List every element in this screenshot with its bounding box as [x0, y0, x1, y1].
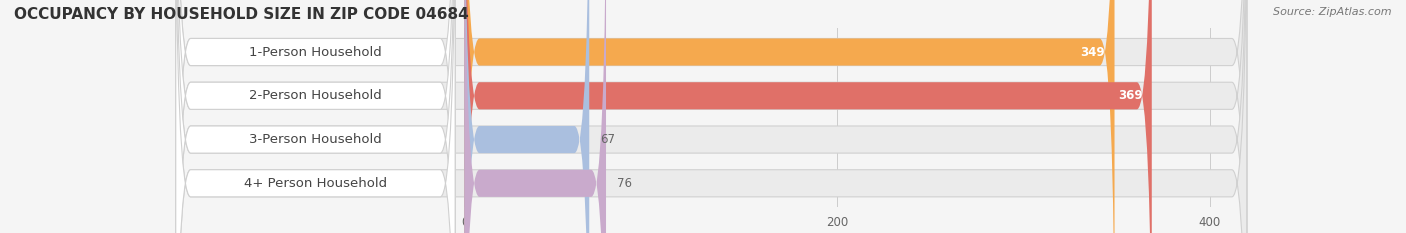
FancyBboxPatch shape	[176, 0, 456, 233]
FancyBboxPatch shape	[464, 0, 1115, 233]
Text: Source: ZipAtlas.com: Source: ZipAtlas.com	[1274, 7, 1392, 17]
Text: 76: 76	[617, 177, 633, 190]
Text: 369: 369	[1118, 89, 1143, 102]
Text: OCCUPANCY BY HOUSEHOLD SIZE IN ZIP CODE 04684: OCCUPANCY BY HOUSEHOLD SIZE IN ZIP CODE …	[14, 7, 468, 22]
FancyBboxPatch shape	[464, 0, 589, 233]
FancyBboxPatch shape	[176, 0, 1247, 233]
FancyBboxPatch shape	[176, 0, 456, 233]
FancyBboxPatch shape	[176, 0, 456, 233]
FancyBboxPatch shape	[176, 0, 1247, 233]
FancyBboxPatch shape	[176, 0, 1247, 233]
FancyBboxPatch shape	[176, 0, 456, 233]
Text: 349: 349	[1081, 45, 1105, 58]
Text: 4+ Person Household: 4+ Person Household	[243, 177, 387, 190]
Text: 1-Person Household: 1-Person Household	[249, 45, 382, 58]
Text: 2-Person Household: 2-Person Household	[249, 89, 382, 102]
Text: 3-Person Household: 3-Person Household	[249, 133, 382, 146]
FancyBboxPatch shape	[464, 0, 1152, 233]
FancyBboxPatch shape	[464, 0, 606, 233]
Text: 67: 67	[600, 133, 616, 146]
FancyBboxPatch shape	[176, 0, 1247, 233]
